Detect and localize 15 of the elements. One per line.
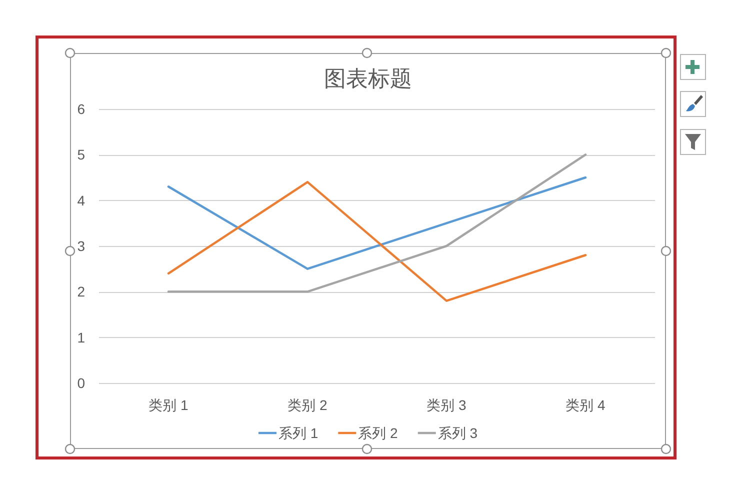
x-tick: 类别 3 (426, 397, 466, 413)
x-tick: 类别 2 (288, 397, 328, 413)
y-tick: 2 (77, 284, 85, 300)
y-tick: 3 (77, 238, 85, 254)
legend-label: 系列 3 (438, 425, 478, 441)
x-tick: 类别 1 (148, 397, 188, 413)
legend-label: 系列 2 (358, 425, 398, 441)
legend-label: 系列 1 (278, 425, 318, 441)
y-tick: 0 (77, 375, 85, 391)
title: 图表标题 (324, 66, 412, 91)
x-tick: 类别 4 (566, 397, 606, 413)
y-tick: 6 (77, 101, 85, 117)
y-tick: 5 (77, 146, 85, 163)
y-tick: 1 (77, 329, 85, 346)
y-tick: 4 (77, 192, 85, 208)
